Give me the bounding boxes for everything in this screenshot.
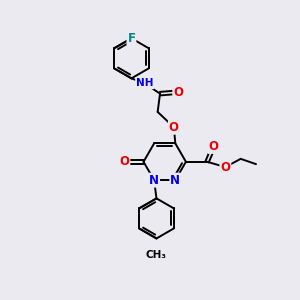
Text: O: O: [208, 140, 219, 153]
Text: NH: NH: [136, 78, 154, 88]
Text: F: F: [128, 32, 136, 45]
Text: O: O: [119, 155, 129, 168]
Text: O: O: [169, 121, 179, 134]
Text: O: O: [220, 160, 230, 174]
Text: O: O: [173, 86, 183, 99]
Text: N: N: [170, 174, 180, 187]
Text: N: N: [149, 174, 159, 187]
Text: CH₃: CH₃: [146, 250, 167, 260]
